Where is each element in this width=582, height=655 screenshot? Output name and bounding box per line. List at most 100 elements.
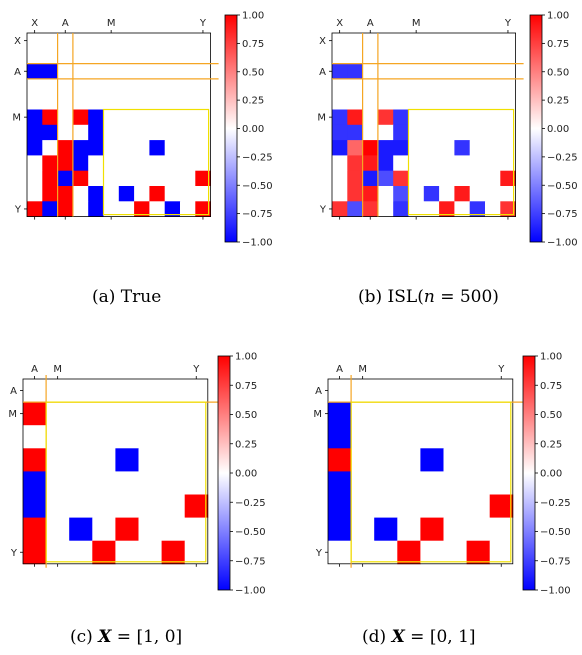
heatmap-cell — [439, 186, 455, 202]
heatmap-cell — [161, 402, 186, 426]
heatmap-cell — [134, 78, 150, 95]
heatmap-cell — [454, 124, 471, 141]
heatmap-frame — [26, 32, 212, 218]
heatmap-cell — [443, 402, 467, 426]
heatmap-cell — [362, 140, 379, 156]
heatmap-cell — [115, 379, 139, 403]
heatmap-cell — [184, 448, 209, 472]
heatmap-cell — [469, 94, 486, 110]
heatmap-cell — [439, 78, 455, 95]
heatmap-cell — [332, 155, 348, 172]
heatmap-cell — [149, 140, 166, 156]
heatmap-cell — [27, 170, 43, 187]
heatmap-cell — [454, 140, 471, 156]
y-tick-label: Y — [10, 548, 18, 559]
heatmap-cell — [374, 402, 398, 426]
heatmap-cell — [164, 140, 181, 156]
heatmap-cell — [180, 63, 196, 80]
heatmap-cell — [443, 494, 467, 518]
heatmap-cell — [149, 48, 166, 64]
heatmap-cell — [103, 94, 120, 110]
heatmap-cell — [443, 517, 467, 542]
heatmap-cell — [23, 379, 47, 403]
heatmap-cell — [42, 170, 58, 187]
heatmap-cell — [184, 471, 209, 495]
heatmap-cell — [469, 33, 486, 49]
x-tick-label: Y — [192, 364, 200, 375]
heatmap-cell — [134, 170, 150, 187]
y-tick-label: X — [14, 36, 21, 47]
heatmap-cell — [180, 170, 196, 187]
heatmap-cell — [454, 109, 471, 126]
heatmap-cell — [115, 471, 139, 495]
heatmap-cell — [393, 124, 409, 141]
heatmap-cell — [439, 33, 455, 49]
heatmap-cell — [69, 494, 93, 518]
heatmap-cell — [466, 471, 491, 495]
heatmap-cell — [42, 94, 58, 110]
heatmap-cell — [46, 402, 70, 426]
heatmap-cell — [420, 540, 444, 565]
y-tick-label: A — [14, 67, 21, 78]
heatmap-frame — [331, 32, 517, 218]
heatmap-cell — [72, 33, 89, 49]
heatmap-cell — [138, 494, 162, 518]
heatmap-cell — [92, 471, 116, 495]
heatmap-cell — [443, 471, 467, 495]
heatmap-cell — [195, 124, 211, 141]
heatmap-cell — [347, 201, 363, 217]
heatmap-cell — [118, 124, 135, 141]
heatmap-cell — [23, 471, 47, 495]
heatmap-cell — [362, 78, 379, 95]
heatmap-cell — [408, 155, 425, 172]
heatmap-cell — [72, 94, 89, 110]
heatmap-cell — [423, 33, 440, 49]
colorbar-tick-label: 0.00 — [547, 124, 569, 135]
heatmap-cell — [374, 425, 398, 449]
heatmap-cell — [164, 94, 181, 110]
heatmap-cell — [118, 94, 135, 110]
heatmap-cell — [115, 425, 139, 449]
heatmap-cell — [42, 155, 58, 172]
colorbar-tick-label: −1.00 — [242, 238, 273, 249]
yellow-box — [350, 401, 512, 563]
heatmap-cell — [328, 448, 352, 472]
heatmap-cell — [374, 379, 398, 403]
heatmap-cell — [328, 517, 352, 542]
heatmap-cell — [180, 186, 196, 202]
heatmap-cell — [118, 140, 135, 156]
heatmap-cell — [180, 124, 196, 141]
heatmap-cell — [454, 170, 471, 187]
heatmap-cell — [393, 48, 409, 64]
heatmap-cell — [27, 186, 43, 202]
heatmap-cell — [103, 186, 120, 202]
heatmap-cell — [57, 170, 74, 187]
colorbar — [224, 14, 238, 243]
heatmap-cell — [23, 540, 47, 565]
heatmap-cell — [347, 63, 363, 80]
heatmap-cell — [195, 140, 211, 156]
heatmap-cell — [454, 94, 471, 110]
colorbar-tick-label: 0.25 — [235, 439, 257, 450]
heatmap-cell — [27, 109, 43, 126]
heatmap-cell — [195, 63, 211, 80]
heatmap-cell — [393, 33, 409, 49]
heatmap-cell — [485, 94, 501, 110]
heatmap-cell — [46, 448, 70, 472]
heatmap-cell — [195, 170, 211, 187]
heatmap-cell — [72, 140, 89, 156]
heatmap-cell — [88, 109, 104, 126]
heatmap-cell — [439, 124, 455, 141]
heatmap-cell — [195, 33, 211, 49]
heatmap-cell — [88, 78, 104, 95]
heatmap-cell — [57, 186, 74, 202]
heatmap-cell — [118, 170, 135, 187]
heatmap-cell — [88, 155, 104, 172]
heatmap-cell — [397, 448, 421, 472]
colorbar-tick-label: 0.50 — [242, 67, 264, 78]
colorbar-tick-label: −0.75 — [242, 209, 273, 220]
heatmap-cell — [443, 540, 467, 565]
heatmap-cell — [423, 140, 440, 156]
heatmap-cell — [408, 78, 425, 95]
x-tick-label: A — [31, 364, 38, 375]
